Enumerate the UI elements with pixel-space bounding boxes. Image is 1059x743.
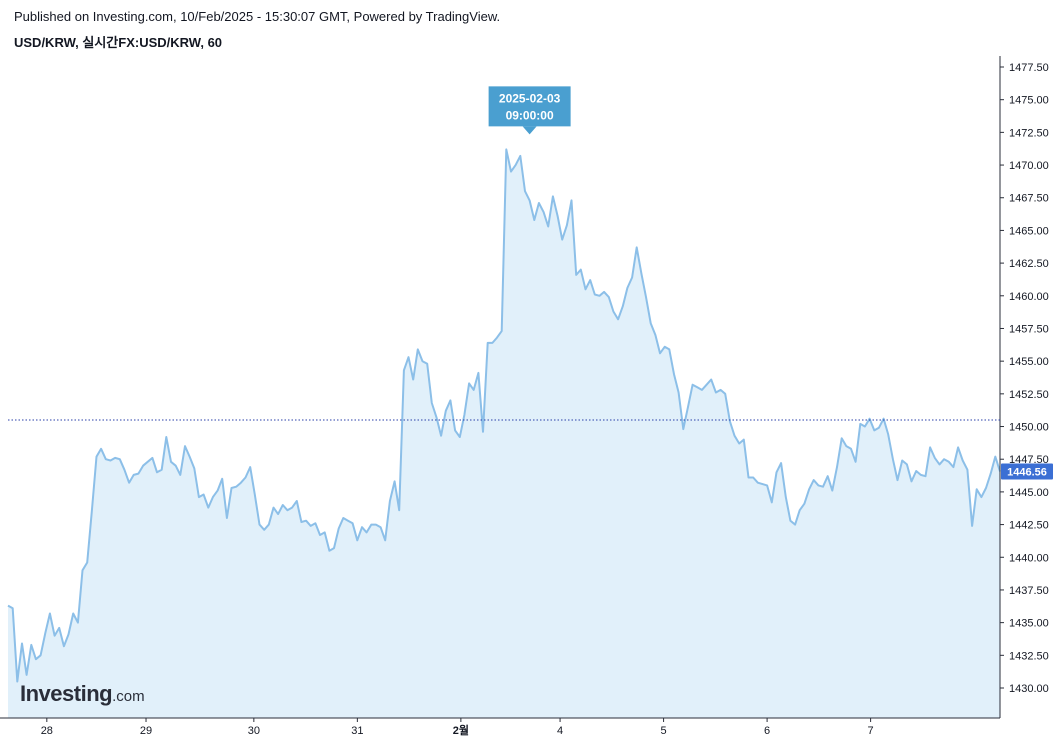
logo-main-text: Investing xyxy=(20,681,113,706)
x-tick-label: 6 xyxy=(764,725,770,737)
logo-suffix-text: .com xyxy=(112,688,145,705)
x-tick-label: 4 xyxy=(557,725,563,737)
symbol-title: USD/KRW, 실시간FX:USD/KRW, 60 xyxy=(14,35,223,50)
price-series-line xyxy=(7,148,1001,683)
y-tick-label: 1447.50 xyxy=(1009,454,1049,466)
tooltip-time: 09:00:00 xyxy=(506,108,554,122)
x-tick-label: 31 xyxy=(351,725,363,737)
y-tick-label: 1455.00 xyxy=(1009,356,1049,368)
y-tick-label: 1477.50 xyxy=(1009,62,1049,74)
y-tick-label: 1462.50 xyxy=(1009,258,1049,270)
last-price-badge xyxy=(1001,463,1053,480)
y-tick-label: 1432.50 xyxy=(1009,650,1049,662)
x-tick-label: 28 xyxy=(41,725,53,737)
y-tick-label: 1467.50 xyxy=(1009,193,1049,205)
y-tick-label: 1472.50 xyxy=(1009,127,1049,139)
date-tooltip xyxy=(488,86,571,127)
tooltip-pointer xyxy=(522,126,537,135)
x-tick-label: 5 xyxy=(661,725,667,737)
y-tick-label: 1452.50 xyxy=(1009,389,1049,401)
axes: 1430.00 1432.50 1435.00 1437.50 1440.00 1442.… xyxy=(0,56,1049,737)
investing-logo: Investing.com xyxy=(20,681,145,707)
x-tick-label: 7 xyxy=(868,725,874,737)
y-tick-label: 1465.00 xyxy=(1009,225,1049,237)
x-tick-label: 30 xyxy=(248,725,260,737)
y-tick-label: 1445.00 xyxy=(1009,487,1049,499)
last-price-label: 1446.56 xyxy=(1007,466,1047,478)
y-tick-label: 1440.00 xyxy=(1009,552,1049,564)
y-tick-label: 1470.00 xyxy=(1009,160,1049,172)
y-tick-label: 1437.50 xyxy=(1009,585,1049,597)
overlays: 1446.56 2025-02-03 09:00:00 xyxy=(8,86,1053,480)
y-tick-label: 1442.50 xyxy=(1009,520,1049,532)
y-tick-label: 1475.00 xyxy=(1009,95,1049,107)
x-tick-label: 29 xyxy=(140,725,152,737)
tooltip-date: 2025-02-03 xyxy=(499,91,561,105)
plot-area[interactable] xyxy=(7,148,1001,718)
y-tick-label: 1450.00 xyxy=(1009,422,1049,434)
y-tick-label: 1435.00 xyxy=(1009,618,1049,630)
published-caption: Published on Investing.com, 10/Feb/2025 … xyxy=(14,9,501,24)
y-tick-label: 1430.00 xyxy=(1009,683,1049,695)
x-tick-label: 2월 xyxy=(453,723,469,737)
y-tick-label: 1457.50 xyxy=(1009,323,1049,335)
y-tick-label: 1460.00 xyxy=(1009,291,1049,303)
area-fill xyxy=(8,149,1000,718)
